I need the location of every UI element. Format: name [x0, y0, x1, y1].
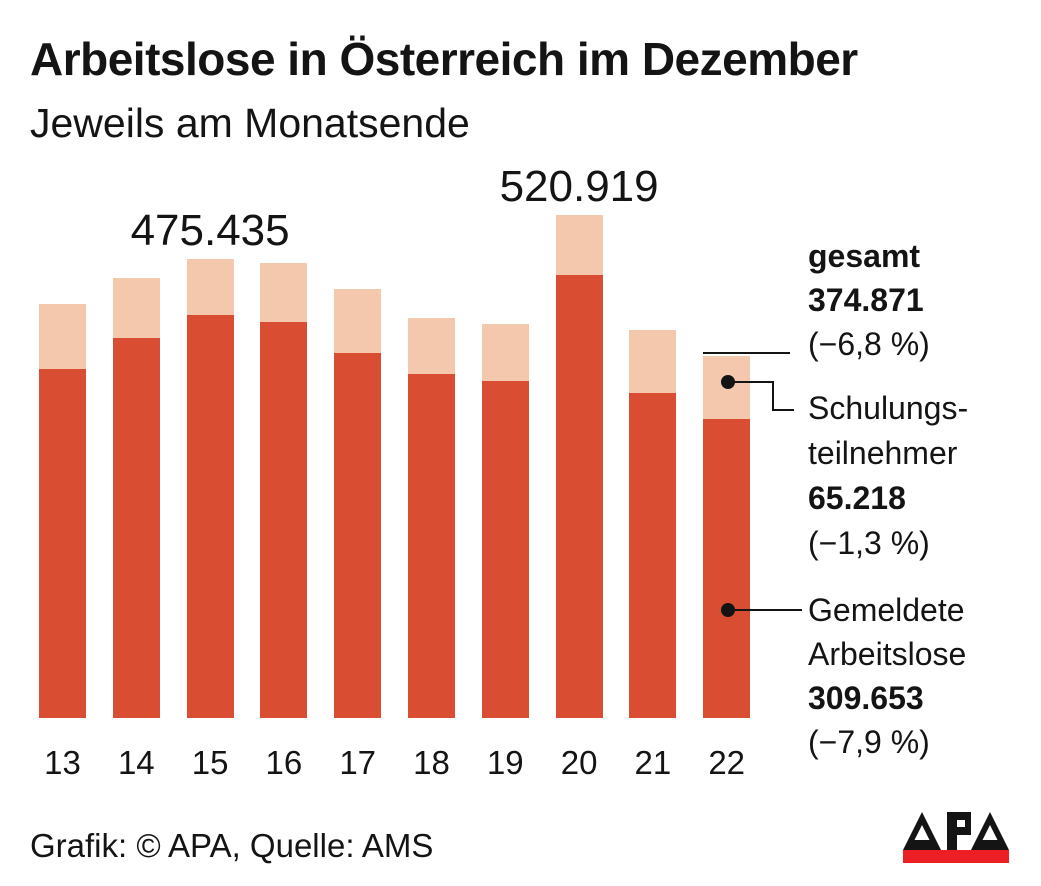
axis-label-year: 21	[634, 744, 672, 781]
legend-schulung-label-2: teilnehmer	[808, 435, 958, 471]
callout-line-gesamt	[703, 352, 790, 354]
callout-line-schulung-h1	[734, 381, 774, 383]
legend-gesamt: gesamt 374.871 (−6,8 %)	[808, 234, 930, 366]
chart-subtitle: Jeweils am Monatsende	[30, 100, 470, 146]
legend-schulung-value: 65.218	[808, 480, 906, 516]
value-annotation: 520.919	[499, 161, 659, 211]
legend-gesamt-value: 374.871	[808, 282, 924, 318]
bar-segment-schulungsteilnehmer	[629, 329, 677, 394]
callout-dot-schulung	[721, 375, 735, 389]
bar-segment-schulungsteilnehmer	[260, 262, 308, 322]
bar-segment-gemeldete-arbeitslose	[481, 380, 529, 718]
bar-segment-gemeldete-arbeitslose	[334, 352, 382, 718]
bar-segment-gemeldete-arbeitslose	[555, 274, 603, 718]
bar-segment-schulungsteilnehmer	[186, 258, 234, 316]
legend-gesamt-change: (−6,8 %)	[808, 326, 930, 362]
bar-segment-schulungsteilnehmer	[112, 278, 160, 339]
apa-logo-red-bar	[903, 850, 1009, 863]
bar-segment-schulungsteilnehmer	[555, 214, 603, 275]
axis-label-year: 20	[560, 744, 598, 781]
legend-gemeldete-label-2: Arbeitslose	[808, 636, 967, 672]
apa-logo-letters	[903, 812, 1009, 850]
bar-segment-gemeldete-arbeitslose	[186, 315, 234, 718]
callout-dot-gemeldete	[721, 603, 735, 617]
bar-segment-schulungsteilnehmer	[408, 318, 455, 375]
legend-gesamt-label: gesamt	[808, 238, 921, 274]
axis-label-year: 22	[708, 744, 746, 781]
legend-schulung-label-1: Schulungs-	[808, 390, 969, 426]
axis-label-year: 14	[117, 744, 155, 781]
axis-label-year: 13	[44, 744, 81, 781]
bar-segment-schulungsteilnehmer	[39, 304, 86, 370]
bar-segment-gemeldete-arbeitslose	[260, 321, 308, 718]
axis-label-year: 15	[191, 744, 229, 781]
axis-label-year: 19	[486, 744, 524, 781]
value-annotation: 475.435	[130, 205, 290, 255]
bar-segment-gemeldete-arbeitslose	[408, 374, 455, 718]
chart-title: Arbeitslose in Österreich im Dezember	[30, 33, 858, 85]
legend-gemeldete-label-1: Gemeldete	[808, 592, 965, 628]
legend-schulung-change: (−1,3 %)	[808, 525, 930, 561]
apa-logo	[903, 812, 1009, 863]
bar-segment-gemeldete-arbeitslose	[629, 393, 677, 718]
bar-segment-gemeldete-arbeitslose	[112, 338, 160, 718]
legend-gemeldete-value: 309.653	[808, 680, 924, 716]
axis-label-year: 16	[265, 744, 303, 781]
callout-line-schulung-v	[772, 381, 774, 411]
bar-segment-gemeldete-arbeitslose	[703, 418, 751, 718]
callout-line-gemeldete	[734, 609, 802, 611]
callout-line-schulung-h2	[772, 409, 794, 411]
bar-segment-gemeldete-arbeitslose	[39, 369, 86, 718]
bar-segment-schulungsteilnehmer	[481, 323, 529, 381]
bar-segment-schulungsteilnehmer	[334, 289, 382, 353]
legend-gemeldete-arbeitslose: Gemeldete Arbeitslose 309.653 (−7,9 %)	[808, 588, 966, 764]
legend-gemeldete-change: (−7,9 %)	[808, 724, 930, 760]
footer-credit: Grafik: © APA, Quelle: AMS	[30, 827, 434, 864]
legend-schulungsteilnehmer: Schulungs- teilnehmer 65.218 (−1,3 %)	[808, 386, 968, 566]
axis-label-year: 18	[413, 744, 450, 781]
axis-label-year: 17	[339, 744, 377, 781]
